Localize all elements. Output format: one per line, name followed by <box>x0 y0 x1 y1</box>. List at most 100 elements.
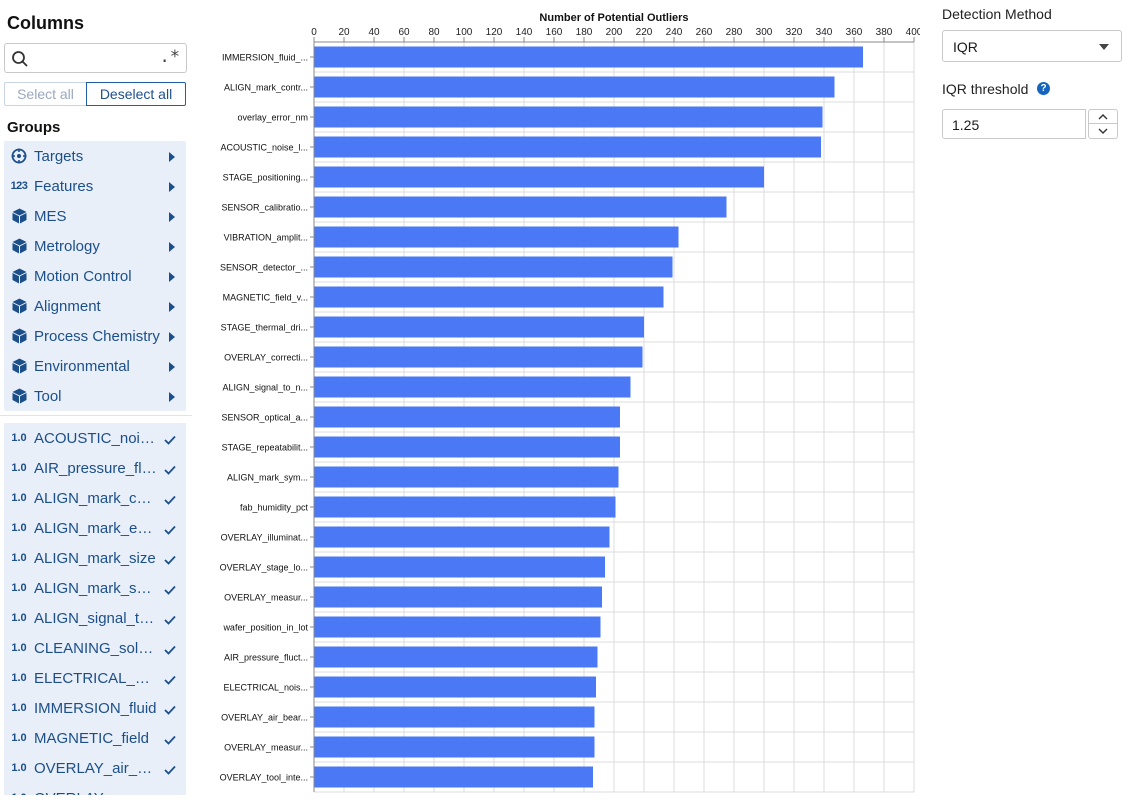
column-label: ALIGN_mark_contrast <box>34 489 158 507</box>
cube-icon <box>4 328 34 344</box>
numeric-column-icon: 1.0 <box>11 432 27 444</box>
column-label: IMMERSION_fluid <box>34 699 157 717</box>
category-label: fab_humidity_pct <box>240 503 309 513</box>
bar <box>314 76 835 98</box>
bar <box>314 136 821 158</box>
group-item-motion-control[interactable]: Motion Control <box>4 261 186 291</box>
category-label: ACOUSTIC_noise_l... <box>220 143 308 153</box>
iqr-threshold-stepper <box>1088 109 1118 139</box>
search-icon <box>11 50 29 73</box>
group-item-environmental[interactable]: Environmental <box>4 351 186 381</box>
column-item[interactable]: 1.0 ALIGN_mark_contrast <box>4 483 186 513</box>
x-tick-label: 400 <box>906 27 920 38</box>
expand-arrow-icon[interactable] <box>168 270 176 287</box>
expand-arrow-icon[interactable] <box>168 150 176 167</box>
group-item-features[interactable]: 123 Features <box>4 171 186 201</box>
category-label: ALIGN_mark_sym... <box>227 473 308 483</box>
column-item[interactable]: 1.0 IMMERSION_fluid <box>4 693 186 723</box>
category-label: STAGE_positioning... <box>223 173 308 183</box>
checkmark-icon[interactable] <box>164 762 176 779</box>
group-item-alignment[interactable]: Alignment <box>4 291 186 321</box>
bar <box>314 286 664 308</box>
column-list: 1.0 ACOUSTIC_noise_level 1.0 AIR_pressure_f… <box>4 423 186 795</box>
x-tick-label: 280 <box>726 27 743 38</box>
column-item[interactable]: 1.0 ELECTRICAL_noise <box>4 663 186 693</box>
checkmark-icon[interactable] <box>164 612 176 629</box>
category-label: ELECTRICAL_nois... <box>223 683 308 693</box>
column-item[interactable]: 1.0 ALIGN_mark_edge <box>4 513 186 543</box>
column-label: OVERLAY_correction <box>34 790 158 796</box>
iqr-threshold-input[interactable]: 1.25 <box>942 109 1086 139</box>
checkmark-icon[interactable] <box>164 432 176 449</box>
group-item-mes[interactable]: MES <box>4 201 186 231</box>
bar <box>314 226 679 248</box>
group-item-tool[interactable]: Tool <box>4 381 186 411</box>
increment-icon[interactable] <box>1089 110 1117 124</box>
numeric-column-icon: 1.0 <box>11 702 27 714</box>
column-item[interactable]: 1.0 CLEANING_solution <box>4 633 186 663</box>
group-item-metrology[interactable]: Metrology <box>4 231 186 261</box>
expand-arrow-icon[interactable] <box>168 210 176 227</box>
category-label: ALIGN_signal_to_n... <box>222 383 308 393</box>
bar <box>314 736 595 758</box>
bar <box>314 676 596 698</box>
checkmark-icon[interactable] <box>164 552 176 569</box>
numeric-column-icon: 1.0 <box>11 732 27 744</box>
x-tick-label: 260 <box>696 27 713 38</box>
detection-method-value: IQR <box>953 39 978 55</box>
checkmark-icon[interactable] <box>164 492 176 509</box>
divider <box>0 415 192 416</box>
numeric-column-icon: 1.0 <box>11 462 27 474</box>
checkmark-icon[interactable] <box>164 462 176 479</box>
bar <box>314 766 593 788</box>
expand-arrow-icon[interactable] <box>168 240 176 257</box>
x-tick-label: 200 <box>606 27 623 38</box>
bar <box>314 406 620 428</box>
column-item[interactable]: 1.0 AIR_pressure_fluctuation <box>4 453 186 483</box>
column-item[interactable]: 1.0 ALIGN_mark_size <box>4 543 186 573</box>
decrement-icon[interactable] <box>1089 124 1117 138</box>
search-input[interactable] <box>33 47 158 69</box>
expand-arrow-icon[interactable] <box>168 330 176 347</box>
group-item-targets[interactable]: Targets <box>4 141 186 171</box>
column-item[interactable]: 1.0 MAGNETIC_field <box>4 723 186 753</box>
x-tick-label: 380 <box>876 27 893 38</box>
checkmark-icon[interactable] <box>164 672 176 689</box>
column-item[interactable]: 1.0 ALIGN_signal_to_noise <box>4 603 186 633</box>
detection-method-select[interactable]: IQR <box>942 30 1122 62</box>
deselect-all-button[interactable]: Deselect all <box>86 82 186 106</box>
expand-arrow-icon[interactable] <box>168 390 176 407</box>
select-all-button[interactable]: Select all <box>4 82 87 106</box>
chart-title: Number of Potential Outliers <box>539 12 688 24</box>
help-icon[interactable]: ? <box>1037 82 1050 95</box>
checkmark-icon[interactable] <box>164 702 176 719</box>
expand-arrow-icon[interactable] <box>168 180 176 197</box>
column-label: ALIGN_mark_size <box>34 549 156 567</box>
numeric-column-icon: 1.0 <box>4 792 34 795</box>
expand-arrow-icon[interactable] <box>168 360 176 377</box>
selection-buttons: Select all Deselect all <box>4 82 187 106</box>
checkmark-icon[interactable] <box>164 582 176 599</box>
bar <box>314 346 643 368</box>
regex-toggle-icon[interactable]: .* <box>159 47 180 67</box>
groups-heading: Groups <box>7 119 61 136</box>
checkmark-icon[interactable] <box>164 732 176 749</box>
expand-arrow-icon[interactable] <box>168 300 176 317</box>
x-tick-label: 120 <box>486 27 503 38</box>
panel-title: Columns <box>7 13 85 33</box>
column-item[interactable]: 1.0 ACOUSTIC_noise_level <box>4 423 186 453</box>
group-list: Targets 123 Features MES Metrology Motio… <box>4 141 186 411</box>
checkmark-icon[interactable] <box>164 642 176 659</box>
group-item-process-chemistry[interactable]: Process Chemistry <box>4 321 186 351</box>
group-label: Metrology <box>34 237 100 255</box>
category-label: VIBRATION_amplit... <box>224 233 308 243</box>
checkmark-icon[interactable] <box>164 522 176 539</box>
column-item[interactable]: 1.0 OVERLAY_air_bearing <box>4 753 186 783</box>
category-label: AIR_pressure_fluct... <box>224 653 308 663</box>
column-label: CLEANING_solution <box>34 639 158 657</box>
x-tick-label: 80 <box>428 27 440 38</box>
column-item[interactable]: 1.0 ALIGN_mark_symmetry <box>4 573 186 603</box>
category-label: OVERLAY_tool_inte... <box>220 773 308 783</box>
column-search[interactable]: .* <box>4 43 187 73</box>
